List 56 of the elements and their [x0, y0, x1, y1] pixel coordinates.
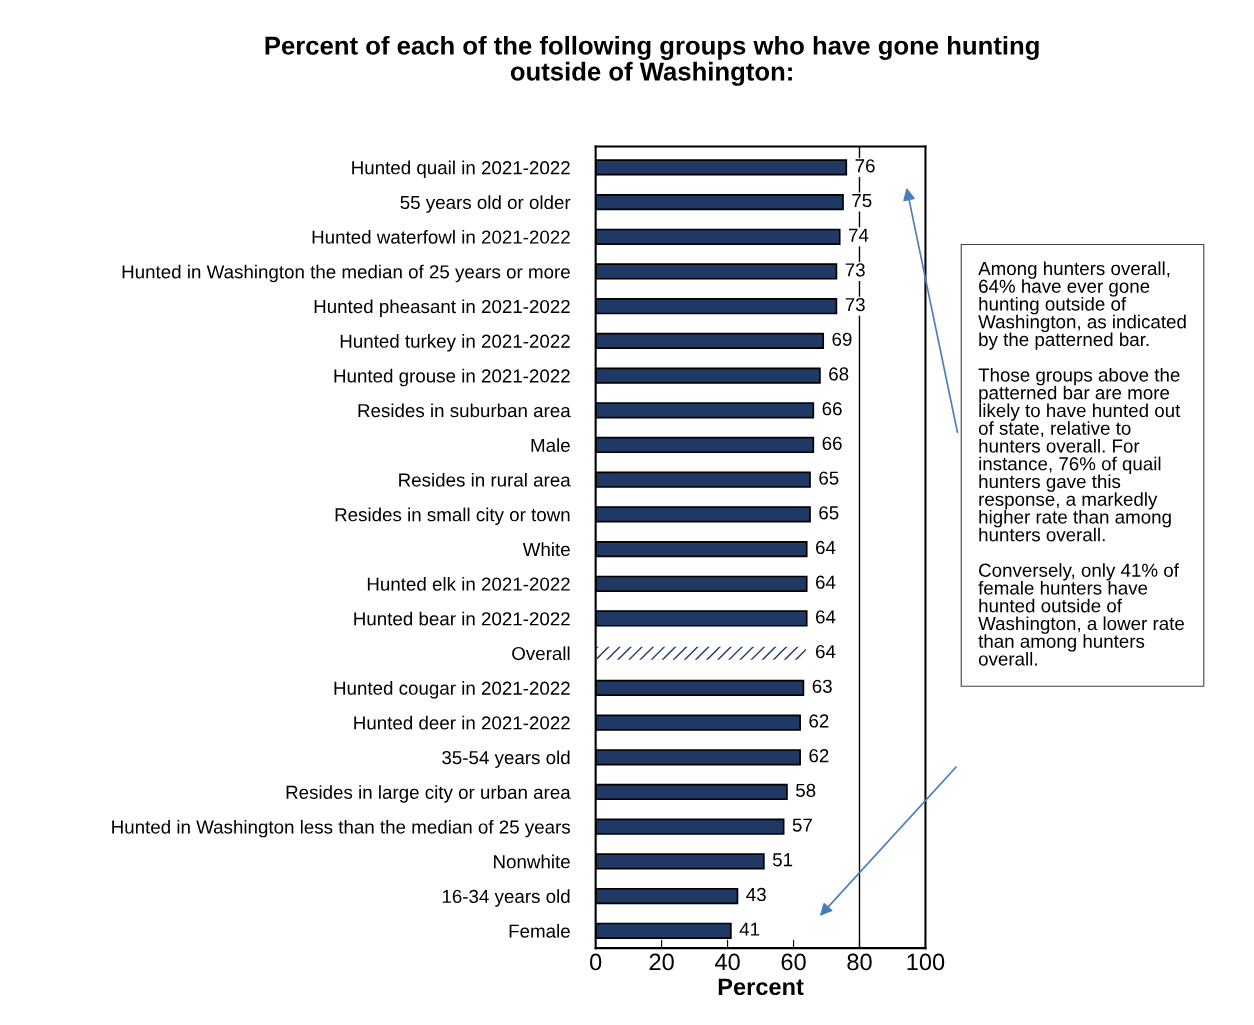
data-label: 62 — [809, 749, 829, 763]
data-label: 63 — [812, 679, 832, 693]
y-tick-label: Hunted deer in 2021-2022 — [354, 715, 570, 730]
y-tick-label: White — [522, 542, 570, 557]
y-tick-label: Hunted bear in 2021-2022 — [354, 611, 570, 626]
data-label: 64 — [816, 644, 836, 659]
data-label: 43 — [746, 887, 766, 902]
y-tick-label: Hunted pheasant in 2021-2022 — [314, 299, 570, 317]
data-label: 69 — [832, 332, 852, 346]
data-label: 73 — [845, 297, 865, 312]
bar — [595, 645, 808, 662]
y-tick-label: Hunted grouse in 2021-2022 — [334, 368, 570, 387]
y-tick-label: Hunted cougar in 2021-2022 — [334, 681, 570, 699]
data-label: 64 — [816, 575, 836, 589]
y-tick-label: Hunted in Washington less than the median of 25 years — [112, 819, 571, 838]
y-tick-label: 16-34 years old — [442, 889, 570, 907]
y-tick-label: Nonwhite — [494, 854, 570, 869]
data-label: 65 — [819, 471, 839, 485]
y-tick-label: Resides in rural area — [399, 472, 571, 487]
y-tick-label: Resides in suburban area — [358, 403, 571, 418]
x-axis-title: Percent — [718, 978, 804, 996]
chart-title: Percent of each of the following groups who have gone hunting outside of Washington: — [265, 35, 1039, 86]
data-label: 75 — [852, 194, 872, 208]
y-tick-label: Female — [509, 923, 570, 938]
x-tick-label: 40 — [714, 953, 740, 971]
text: Among hunters overall, 64% have ever gone hunting outside of Washington, as indicated by the patterned bar. Those groups above the patterned bar are more likely to have hunted out of state, relative to hunters overall. For instance, 76% of quail hunters gave this response, a markedly higher rate than among hunters overall. Conversely, only 41% of female hunters have hunted outside of Washington, a lower rate than among hunters overall. — [978, 261, 1186, 666]
x-tick-label: 100 — [907, 953, 945, 971]
y-tick-label: Hunted quail in 2021-2022 — [352, 160, 570, 179]
data-label: 73 — [845, 263, 865, 277]
x-tick-label: 20 — [649, 953, 674, 971]
data-label: 51 — [772, 853, 793, 867]
y-tick-label: 55 years old or older — [400, 195, 571, 213]
data-label: 68 — [829, 367, 849, 381]
data-label: 65 — [819, 506, 839, 520]
data-label: 58 — [796, 783, 816, 798]
x-tick-label: 60 — [781, 953, 806, 971]
data-label: 57 — [792, 818, 812, 832]
data-label: 76 — [855, 159, 875, 173]
data-label: 62 — [809, 714, 829, 728]
data-label: 64 — [816, 610, 836, 624]
x-tick-label: 0 — [590, 953, 602, 971]
y-tick-label: 35-54 years old — [442, 750, 570, 768]
y-tick-label: Resides in small city or town — [335, 507, 570, 526]
y-tick-label: Hunted in Washington the median of 25 years or more — [122, 264, 570, 283]
y-tick-label: Overall — [512, 646, 570, 661]
data-label: 41 — [739, 922, 760, 936]
y-tick-label: Resides in large city or urban area — [286, 785, 571, 803]
data-label: 74 — [849, 228, 869, 242]
x-tick-label: 80 — [847, 953, 872, 971]
y-tick-label: Male — [531, 438, 570, 452]
data-label: 64 — [816, 540, 836, 555]
data-label: 66 — [822, 436, 842, 451]
y-tick-label: Hunted elk in 2021-2022 — [367, 576, 570, 591]
y-tick-label: Hunted turkey in 2021-2022 — [340, 334, 570, 352]
y-tick-label: Hunted waterfowl in 2021-2022 — [312, 230, 570, 244]
data-label: 66 — [822, 402, 842, 416]
